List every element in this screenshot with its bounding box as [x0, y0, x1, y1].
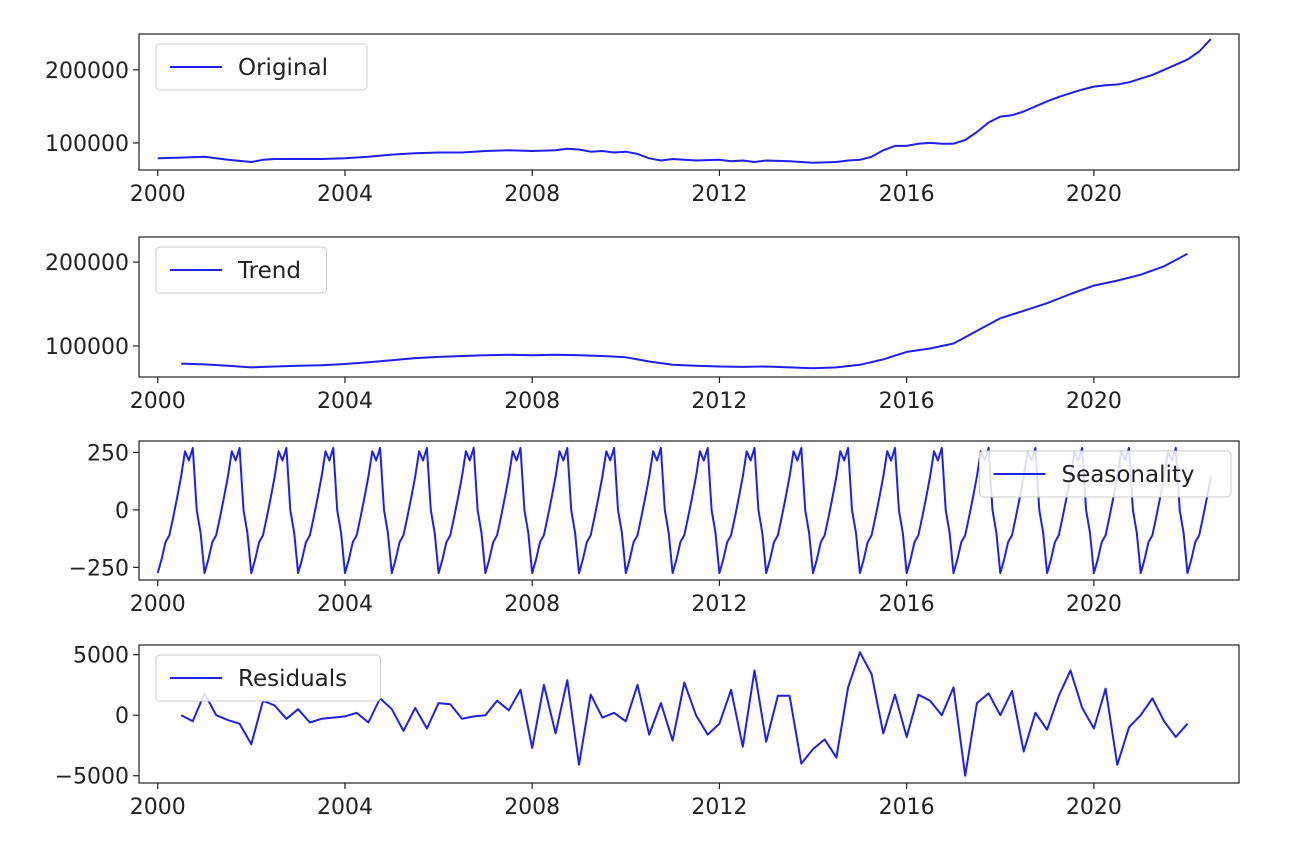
seasonality-legend: Seasonality — [979, 450, 1232, 498]
seasonality-y-tick-label: 250 — [87, 441, 129, 466]
residuals-y-tick-label: 5000 — [73, 644, 129, 669]
residuals-series-line — [180, 651, 1189, 777]
trend-x-tick-label: 2016 — [879, 389, 935, 414]
seasonality-x-tick-label: 2000 — [130, 592, 186, 617]
seasonality-legend-label: Seasonality — [1062, 462, 1195, 488]
seasonality-legend-box — [979, 450, 1232, 498]
trend-x-tick-label: 2020 — [1066, 389, 1122, 414]
original-x-tick-label: 2008 — [504, 182, 560, 207]
original-legend-box — [155, 43, 368, 91]
seasonality-y-tick-label: 0 — [115, 499, 129, 524]
original-x-tick-label: 2012 — [691, 182, 747, 207]
original-x-tick-label: 2004 — [317, 182, 373, 207]
seasonality-x-tick-label: 2004 — [317, 592, 373, 617]
trend-axes-frame — [138, 236, 1240, 378]
trend-y-tick-label: 200000 — [45, 251, 129, 276]
seasonality-panel: 2000 2004 2008 2012 2016 2020 −250 0 250 Seasonal… — [69, 440, 1240, 617]
residuals-x-tick-label: 2008 — [504, 795, 560, 820]
trend-series-line — [181, 252, 1188, 370]
seasonality-series-line — [156, 446, 1212, 575]
trend-legend-box — [155, 246, 327, 294]
residuals-x-tick-label: 2012 — [691, 795, 747, 820]
trend-y-tick-label: 100000 — [45, 335, 129, 360]
seasonality-x-tick-label: 2020 — [1066, 592, 1122, 617]
residuals-x-tick-label: 2016 — [879, 795, 935, 820]
original-panel: 2000 2004 2008 2012 2016 2020 100000 200000 Orig… — [45, 33, 1240, 207]
residuals-y-tick-label: 0 — [115, 704, 129, 729]
original-x-tick-label: 2020 — [1066, 182, 1122, 207]
trend-legend-label: Trend — [237, 258, 301, 284]
residuals-x-tick-label: 2000 — [130, 795, 186, 820]
seasonality-x-tick-label: 2008 — [504, 592, 560, 617]
trend-x-tick-label: 2012 — [691, 389, 747, 414]
residuals-legend: Residuals — [155, 654, 381, 702]
trend-x-tick-label: 2004 — [317, 389, 373, 414]
original-legend-label: Original — [238, 55, 328, 81]
seasonality-x-tick-label: 2016 — [879, 592, 935, 617]
original-y-tick-label: 200000 — [45, 59, 129, 84]
residuals-x-tick-label: 2020 — [1066, 795, 1122, 820]
original-x-tick-label: 2000 — [130, 182, 186, 207]
trend-panel: 2000 2004 2008 2012 2016 2020 100000 200000 Tren… — [45, 236, 1240, 414]
residuals-legend-label: Residuals — [238, 666, 347, 692]
residuals-y-tick-label: −5000 — [55, 765, 129, 790]
original-x-tick-label: 2016 — [879, 182, 935, 207]
original-legend: Original — [155, 43, 368, 91]
original-y-tick-label: 100000 — [45, 132, 129, 157]
residuals-legend-box — [155, 654, 381, 702]
seasonality-x-tick-label: 2012 — [691, 592, 747, 617]
residuals-x-tick-label: 2004 — [317, 795, 373, 820]
residuals-panel: 2000 2004 2008 2012 2016 2020 −5000 0 5000 Residu… — [55, 644, 1240, 820]
trend-x-tick-label: 2000 — [130, 389, 186, 414]
original-axes-frame — [138, 33, 1240, 171]
residuals-axes-frame — [138, 644, 1240, 784]
original-series-line — [157, 38, 1212, 164]
trend-legend: Trend — [155, 246, 327, 294]
trend-x-tick-label: 2008 — [504, 389, 560, 414]
seasonality-y-tick-label: −250 — [69, 556, 129, 581]
